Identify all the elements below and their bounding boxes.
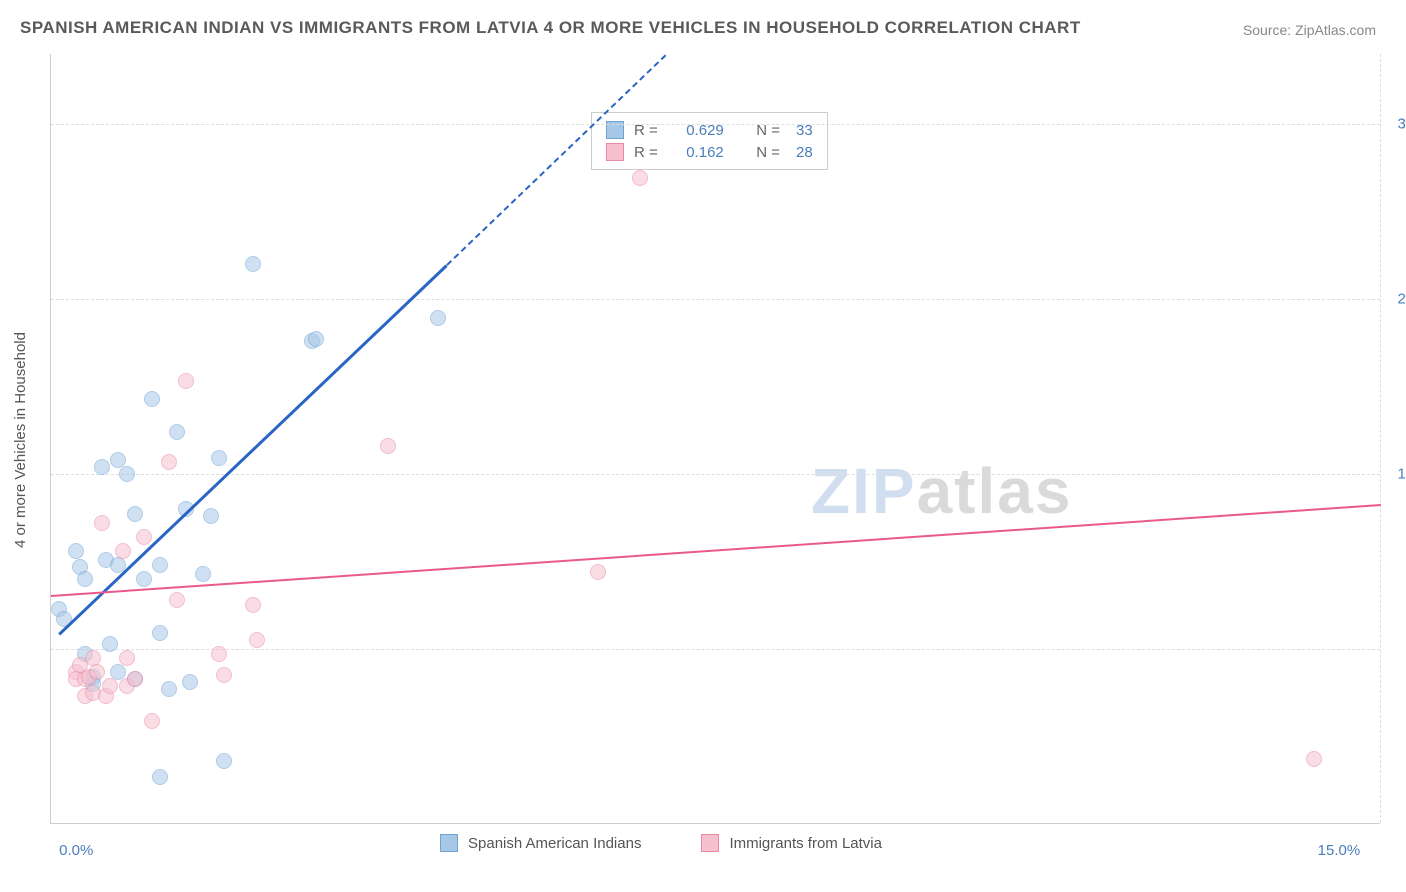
scatter-point xyxy=(1306,751,1322,767)
scatter-point xyxy=(119,466,135,482)
legend-label: Spanish American Indians xyxy=(468,835,641,852)
gridline-horizontal xyxy=(51,474,1380,475)
x-tick-label: 0.0% xyxy=(59,842,93,859)
legend-label: Immigrants from Latvia xyxy=(729,835,882,852)
stats-legend-box: R =0.629 N =33 R = 0.162 N = 28 xyxy=(591,112,828,170)
legend-swatch xyxy=(440,834,458,852)
source-label: Source: xyxy=(1243,22,1291,38)
scatter-point xyxy=(211,450,227,466)
scatter-point xyxy=(182,674,198,690)
scatter-point xyxy=(430,310,446,326)
watermark-atlas: atlas xyxy=(917,455,1073,527)
scatter-point xyxy=(216,753,232,769)
scatter-point xyxy=(152,557,168,573)
scatter-point xyxy=(632,170,648,186)
scatter-point xyxy=(127,506,143,522)
scatter-point xyxy=(178,373,194,389)
scatter-point xyxy=(94,515,110,531)
scatter-point xyxy=(144,713,160,729)
scatter-point xyxy=(203,508,219,524)
y-tick-label: 30.0% xyxy=(1397,116,1406,133)
y-tick-label: 15.0% xyxy=(1397,466,1406,483)
legend-swatch xyxy=(701,834,719,852)
scatter-point xyxy=(152,625,168,641)
scatter-point xyxy=(68,543,84,559)
scatter-point xyxy=(169,424,185,440)
scatter-point xyxy=(169,592,185,608)
source-value: ZipAtlas.com xyxy=(1295,22,1376,38)
scatter-point xyxy=(102,636,118,652)
chart-plot-area: 30.0%22.5%15.0%7.5% ZIPatlas R =0.629 N … xyxy=(50,54,1380,824)
gridline-horizontal xyxy=(51,124,1380,125)
trend-line xyxy=(51,504,1381,597)
scatter-point xyxy=(102,678,118,694)
legend-item: Spanish American Indians xyxy=(440,834,641,852)
scatter-point xyxy=(77,571,93,587)
scatter-point xyxy=(245,256,261,272)
legend-item: Immigrants from Latvia xyxy=(701,834,882,852)
scatter-point xyxy=(211,646,227,662)
y-axis-label: 4 or more Vehicles in Household xyxy=(12,332,29,548)
scatter-point xyxy=(127,671,143,687)
scatter-point xyxy=(119,650,135,666)
stats-row: R =0.629 N =33 xyxy=(606,119,813,141)
scatter-point xyxy=(89,664,105,680)
scatter-point xyxy=(195,566,211,582)
scatter-point xyxy=(144,391,160,407)
stat-n-value: 28 xyxy=(796,144,813,161)
scatter-point xyxy=(308,331,324,347)
scatter-point xyxy=(136,529,152,545)
scatter-point xyxy=(161,454,177,470)
scatter-point xyxy=(94,459,110,475)
watermark: ZIPatlas xyxy=(811,454,1072,528)
scatter-point xyxy=(590,564,606,580)
bottom-legend: Spanish American Indians Immigrants from … xyxy=(440,834,882,852)
scatter-point xyxy=(161,681,177,697)
gridline-horizontal xyxy=(51,299,1380,300)
scatter-point xyxy=(136,571,152,587)
scatter-point xyxy=(115,543,131,559)
stats-row: R = 0.162 N = 28 xyxy=(606,141,813,163)
stat-r-value: 0.162 xyxy=(674,144,724,161)
source-attr: Source: ZipAtlas.com xyxy=(1243,22,1376,38)
scatter-point xyxy=(380,438,396,454)
scatter-point xyxy=(152,769,168,785)
gridline-vertical xyxy=(1380,54,1381,823)
gridline-horizontal xyxy=(51,649,1380,650)
watermark-zip: ZIP xyxy=(811,455,917,527)
scatter-point xyxy=(249,632,265,648)
chart-title: SPANISH AMERICAN INDIAN VS IMMIGRANTS FR… xyxy=(20,18,1081,38)
scatter-point xyxy=(216,667,232,683)
stat-n-label: N = xyxy=(756,144,780,161)
scatter-point xyxy=(245,597,261,613)
y-tick-label: 22.5% xyxy=(1397,291,1406,308)
x-tick-label: 15.0% xyxy=(1318,842,1361,859)
legend-swatch xyxy=(606,143,624,161)
stat-r-label: R = xyxy=(634,144,658,161)
